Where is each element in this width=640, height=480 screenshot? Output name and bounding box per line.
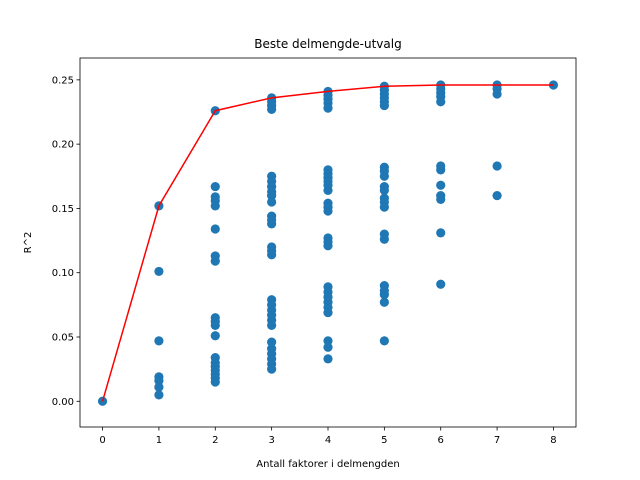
y-tick-label-1: 0.05 <box>52 333 74 344</box>
data-point-k1-4 <box>154 376 164 386</box>
x-tick-label-8: 8 <box>550 435 556 446</box>
x-tick-label-2: 2 <box>212 435 218 446</box>
data-point-k5-15 <box>379 234 389 244</box>
data-point-k5-18 <box>379 289 389 300</box>
data-point-k5-10 <box>379 185 389 196</box>
y-tick-label-2: 0.10 <box>52 268 74 279</box>
best-subset-line-layer <box>101 84 554 402</box>
data-point-k2-1 <box>210 181 220 192</box>
data-point-k4-16 <box>323 241 333 251</box>
data-point-k2-4 <box>210 201 220 211</box>
data-point-k4-10 <box>323 185 333 196</box>
x-tick-label-1: 1 <box>156 435 162 446</box>
data-point-k1-6 <box>154 390 164 400</box>
data-point-k4-4 <box>323 103 333 113</box>
y-tick-label-5: 0.25 <box>52 75 74 86</box>
data-point-k3-9 <box>267 197 277 207</box>
y-tick-label-4: 0.20 <box>52 140 74 151</box>
data-point-k5-20 <box>379 336 389 346</box>
x-tick-label-0: 0 <box>99 435 105 446</box>
data-point-k6-10 <box>436 228 446 238</box>
points-layer <box>97 80 559 406</box>
data-point-k4-25 <box>323 354 333 364</box>
data-point-k2-5 <box>210 224 220 234</box>
x-tick-label-5: 5 <box>381 435 387 446</box>
best-subset-line <box>101 84 554 402</box>
data-point-k2-10 <box>210 320 220 331</box>
data-point-k4-23 <box>323 336 333 346</box>
data-point-k1-1 <box>154 266 164 277</box>
data-point-k3-8 <box>267 190 277 201</box>
data-point-k7-3 <box>492 161 502 171</box>
x-tick-label-7: 7 <box>494 435 500 446</box>
chart-title: Beste delmengde-utvalg <box>254 37 401 51</box>
x-tick-label-4: 4 <box>325 435 331 446</box>
data-point-k1-5 <box>154 382 164 392</box>
data-point-k3-3 <box>267 104 277 115</box>
y-axis: 0.00 0.05 0.10 0.15 0.20 0.25 <box>52 75 80 408</box>
data-point-k4-24 <box>323 342 333 352</box>
data-point-k2-11 <box>210 331 220 341</box>
data-point-k3-12 <box>267 219 277 229</box>
data-point-k1-2 <box>154 336 164 346</box>
data-point-k2-18 <box>210 377 220 387</box>
x-axis-title: Antall faktorer i delmengden <box>256 459 399 470</box>
data-point-k4-13 <box>323 206 333 216</box>
data-point-k5-19 <box>379 297 389 307</box>
y-tick-label-0: 0.00 <box>52 397 74 408</box>
data-point-k7-4 <box>492 190 502 201</box>
data-point-k6-11 <box>436 279 446 289</box>
data-point-k2-7 <box>210 256 220 266</box>
data-point-k5-5 <box>379 100 389 111</box>
x-tick-label-6: 6 <box>438 435 444 446</box>
x-tick-label-3: 3 <box>268 435 274 446</box>
data-point-k3-15 <box>267 250 277 260</box>
data-point-k7-2 <box>492 89 502 99</box>
y-axis-title: R^2 <box>23 232 34 254</box>
x-axis: 0 1 2 3 4 5 6 7 8 <box>99 427 557 446</box>
data-point-k5-13 <box>379 202 389 212</box>
data-point-k6-6 <box>436 165 446 175</box>
data-point-k8-0 <box>548 80 559 90</box>
data-point-k4-22 <box>323 307 333 318</box>
data-point-k6-4 <box>436 97 446 107</box>
data-point-k3-27 <box>267 364 277 374</box>
data-point-k3-22 <box>267 337 277 347</box>
data-point-k5-8 <box>379 171 389 181</box>
data-point-k6-9 <box>436 194 446 205</box>
y-tick-label-3: 0.15 <box>52 204 74 215</box>
data-point-k3-21 <box>267 320 277 331</box>
data-point-k6-7 <box>436 180 446 190</box>
